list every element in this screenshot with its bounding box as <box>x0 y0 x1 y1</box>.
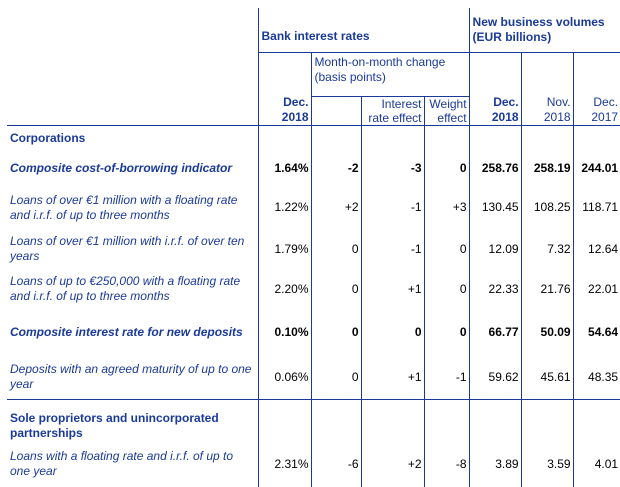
col-vol-nov2018: Nov. 2018 <box>520 52 574 125</box>
table-row: Deposits with an agreed maturity of up t… <box>7 356 620 399</box>
table-row: Composite cost-of-borrowing indicator 1.… <box>7 151 620 186</box>
table-row: Loans of over €1 million with i.r.f. of … <box>7 229 620 269</box>
col-interest-rate-effect: Interest rate effect <box>360 96 424 125</box>
bank-interest-rates-header: Bank interest rates <box>257 8 470 53</box>
table-row: Loans with a floating rate and i.r.f. of… <box>7 441 620 487</box>
section-corporations: Corporations <box>7 124 258 151</box>
col-rate-dec2018: Dec. 2018 <box>257 52 311 125</box>
mom-change-header: Month-on-month change (basis points) <box>310 52 470 97</box>
section-sole-proprietors: Sole proprietors and unincorporated part… <box>7 398 258 441</box>
col-vol-dec2018: Dec. 2018 <box>468 52 522 125</box>
table-row: Loans of up to €250,000 with a floating … <box>7 269 620 309</box>
interest-rates-table: Bank interest rates New business volumes… <box>7 8 620 487</box>
col-vol-dec2017: Dec. 2017 <box>572 52 620 125</box>
table-row: Loans of over €1 million with a floating… <box>7 186 620 229</box>
new-business-volumes-header: New business volumes (EUR billions) <box>468 8 620 53</box>
table-row: Composite interest rate for new deposits… <box>7 309 620 356</box>
col-weight-effect: Weight effect <box>423 96 470 125</box>
